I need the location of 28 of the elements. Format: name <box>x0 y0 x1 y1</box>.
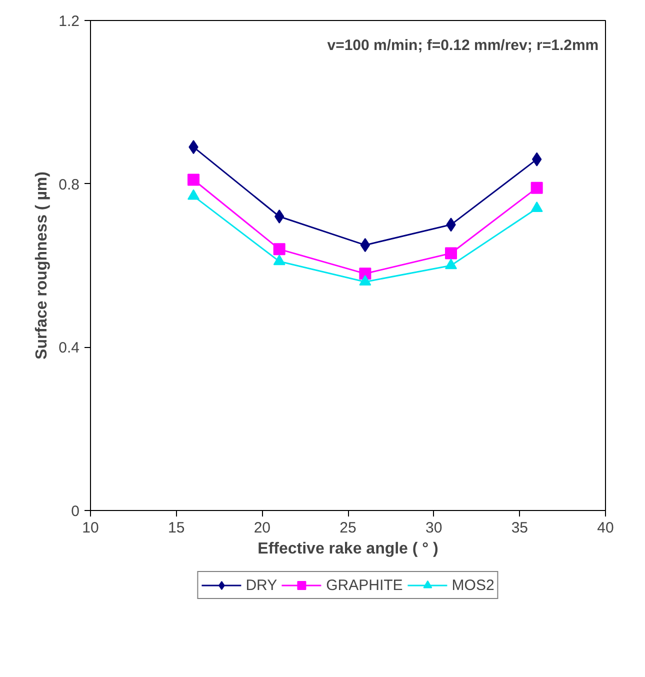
annotation: v=100 m/min; f=0.12 mm/rev; r=1.2mm <box>327 36 599 54</box>
y-tick-label: 0 <box>71 503 80 520</box>
x-axis-title: Effective rake angle ( ° ) <box>258 540 438 558</box>
legend-label: MOS2 <box>452 576 494 594</box>
point <box>188 174 200 186</box>
x-tick-label: 20 <box>254 520 271 536</box>
x-tick-label: 25 <box>340 520 356 536</box>
point <box>530 201 543 212</box>
x-tick-label: 35 <box>511 520 528 536</box>
point <box>188 189 200 200</box>
x-tick-label: 30 <box>425 520 442 536</box>
point <box>445 258 457 270</box>
point <box>274 210 284 224</box>
x-tick-label: 15 <box>168 520 185 536</box>
point <box>445 247 457 260</box>
y-axis-title: Surface roughness ( µm) <box>34 172 51 360</box>
x-tick-label: 10 <box>82 520 99 536</box>
point <box>359 274 372 286</box>
y-tick-label: 0.8 <box>58 176 80 194</box>
point <box>530 182 543 194</box>
point <box>273 254 286 266</box>
point <box>359 268 372 280</box>
y-tick-label: 1.2 <box>58 13 80 30</box>
x-tick-label: 40 <box>597 520 614 536</box>
legend-label: GRAPHITE <box>326 576 403 594</box>
y-tick-label: 0.4 <box>58 340 80 357</box>
legend-label: DRY <box>246 576 278 594</box>
point <box>273 243 286 256</box>
